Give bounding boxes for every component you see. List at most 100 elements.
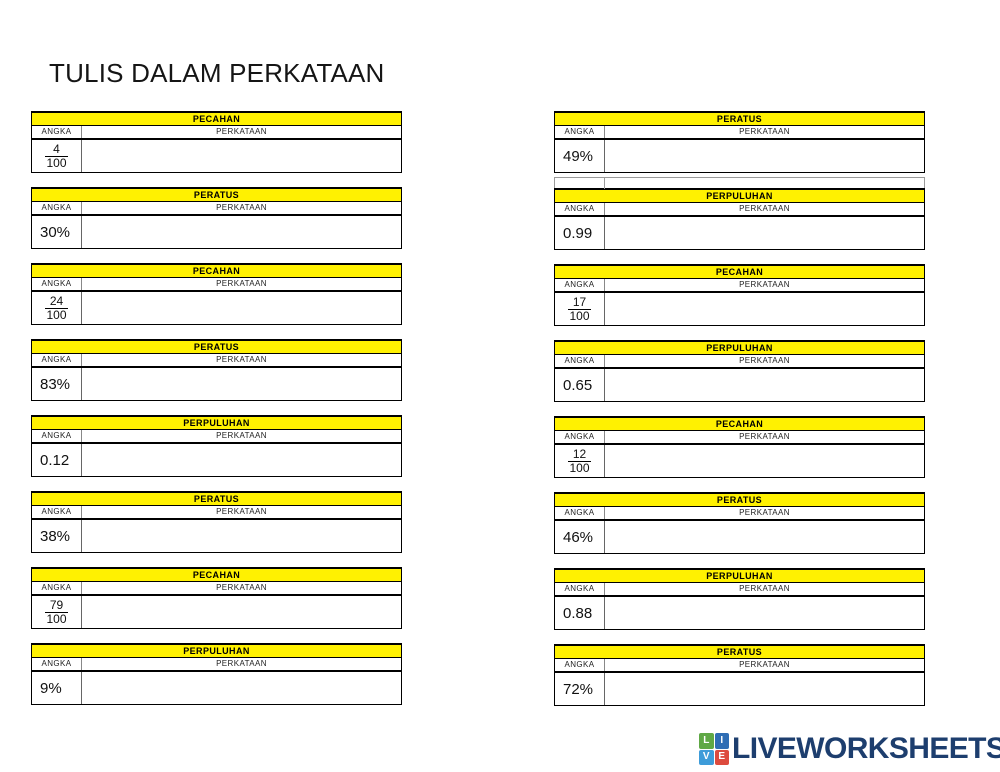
angka-column-header: ANGKA [32,126,82,138]
column-header-row: ANGKA PERKATAAN [32,658,401,672]
category-label: PERATUS [193,342,240,352]
fraction-value: 17 100 [568,295,591,323]
question-table-main: PECAHAN ANGKA PERKATAAN 17 100 [554,264,925,326]
question-table: PECAHAN ANGKA PERKATAAN 12 100 [554,416,925,478]
question-table: PERPULUHAN ANGKA PERKATAAN 0.99 [554,188,925,250]
category-label: PERATUS [716,647,763,657]
plain-value: 0.65 [563,376,593,394]
category-header: PERATUS [32,189,401,202]
angka-value-cell: 9% [32,672,82,704]
perkataan-column-header: PERKATAAN [739,280,790,289]
category-label: PERATUS [193,190,240,200]
value-row: 24 100 [32,292,401,324]
category-header: PERPULUHAN [555,570,924,583]
fraction-numerator: 12 [568,447,591,462]
category-label: PERATUS [716,114,763,124]
question-table: PERPULUHAN ANGKA PERKATAAN 9% [31,643,402,705]
category-label: PECAHAN [192,114,241,124]
value-row: 72% [555,673,924,705]
angka-value-cell: 38% [32,520,82,552]
question-table: PERPULUHAN ANGKA PERKATAAN 0.65 [554,340,925,402]
fraction-denominator: 100 [46,307,67,322]
question-table: PECAHAN ANGKA PERKATAAN 17 100 [554,264,925,326]
perkataan-answer-cell[interactable] [82,216,401,248]
perkataan-column-header: PERKATAAN [216,659,267,668]
angka-value-cell: 0.65 [555,369,605,401]
perkataan-answer-cell[interactable] [82,444,401,476]
value-row: 17 100 [555,293,924,325]
question-table: PERATUS ANGKA PERKATAAN 72% [554,644,925,706]
category-header: PERPULUHAN [555,190,924,203]
column-header-row: ANGKA PERKATAAN [555,355,924,369]
angka-column-header: ANGKA [555,126,605,138]
category-label: PECAHAN [715,419,764,429]
column-header-row: ANGKA PERKATAAN [32,582,401,596]
category-header: PERPULUHAN [32,645,401,658]
perkataan-column-header: PERKATAAN [216,355,267,364]
plain-value: 0.12 [40,451,70,469]
plain-value: 38% [40,527,71,545]
angka-value-cell: 46% [555,521,605,553]
empty-extra-perkataan-cell [605,178,924,189]
angka-value-cell: 17 100 [555,293,605,325]
value-row: 46% [555,521,924,553]
category-label: PERPULUHAN [706,191,773,201]
question-table: PERATUS ANGKA PERKATAAN 38% [31,491,402,553]
category-label: PECAHAN [192,266,241,276]
perkataan-answer-cell[interactable] [82,292,401,324]
perkataan-answer-cell[interactable] [605,597,924,629]
category-header: PERATUS [555,646,924,659]
question-table-main: PECAHAN ANGKA PERKATAAN 12 100 [554,416,925,478]
liveworksheets-brand-text: LIVEWORKSHEETS [732,732,1000,765]
perkataan-answer-cell[interactable] [82,672,401,704]
perkataan-column-header: PERKATAAN [216,127,267,136]
angka-column-header: ANGKA [32,658,82,670]
perkataan-answer-cell[interactable] [605,521,924,553]
question-table: PERATUS ANGKA PERKATAAN 49% [554,111,925,191]
angka-column-header: ANGKA [555,507,605,519]
angka-value-cell: 30% [32,216,82,248]
value-row: 0.12 [32,444,401,476]
page-title: TULIS DALAM PERKATAAN [49,58,385,88]
plain-value: 49% [563,147,594,165]
column-header-row: ANGKA PERKATAAN [32,278,401,292]
angka-value-cell: 83% [32,368,82,400]
perkataan-column-header: PERKATAAN [739,508,790,517]
fraction-value: 12 100 [568,447,591,475]
value-row: 38% [32,520,401,552]
perkataan-answer-cell[interactable] [605,445,924,477]
column-header-row: ANGKA PERKATAAN [555,431,924,445]
angka-column-header: ANGKA [555,355,605,367]
category-header: PECAHAN [555,418,924,431]
perkataan-answer-cell[interactable] [82,596,401,628]
angka-column-header: ANGKA [555,203,605,215]
question-table-main: PERATUS ANGKA PERKATAAN 46% [554,492,925,554]
perkataan-column-header: PERKATAAN [216,431,267,440]
value-row: 79 100 [32,596,401,628]
question-table: PECAHAN ANGKA PERKATAAN 4 100 [31,111,402,173]
angka-column-header: ANGKA [32,506,82,518]
empty-extra-angka-cell [555,178,605,189]
angka-column-header: ANGKA [555,583,605,595]
perkataan-answer-cell[interactable] [605,369,924,401]
perkataan-answer-cell[interactable] [82,140,401,172]
question-table: PERATUS ANGKA PERKATAAN 83% [31,339,402,401]
perkataan-answer-cell[interactable] [605,673,924,705]
plain-value: 9% [40,679,62,697]
angka-value-cell: 72% [555,673,605,705]
perkataan-answer-cell[interactable] [605,217,924,249]
fraction-value: 79 100 [45,598,68,626]
logo-square-e: E [714,749,729,765]
category-header: PERPULUHAN [32,417,401,430]
perkataan-answer-cell[interactable] [82,520,401,552]
column-header-row: ANGKA PERKATAAN [555,659,924,673]
perkataan-answer-cell[interactable] [605,140,924,172]
angka-column-header: ANGKA [32,582,82,594]
perkataan-answer-cell[interactable] [82,368,401,400]
question-table: PERPULUHAN ANGKA PERKATAAN 0.12 [31,415,402,477]
perkataan-answer-cell[interactable] [605,293,924,325]
angka-column-header: ANGKA [32,354,82,366]
perkataan-column-header: PERKATAAN [216,507,267,516]
value-row: 0.88 [555,597,924,629]
